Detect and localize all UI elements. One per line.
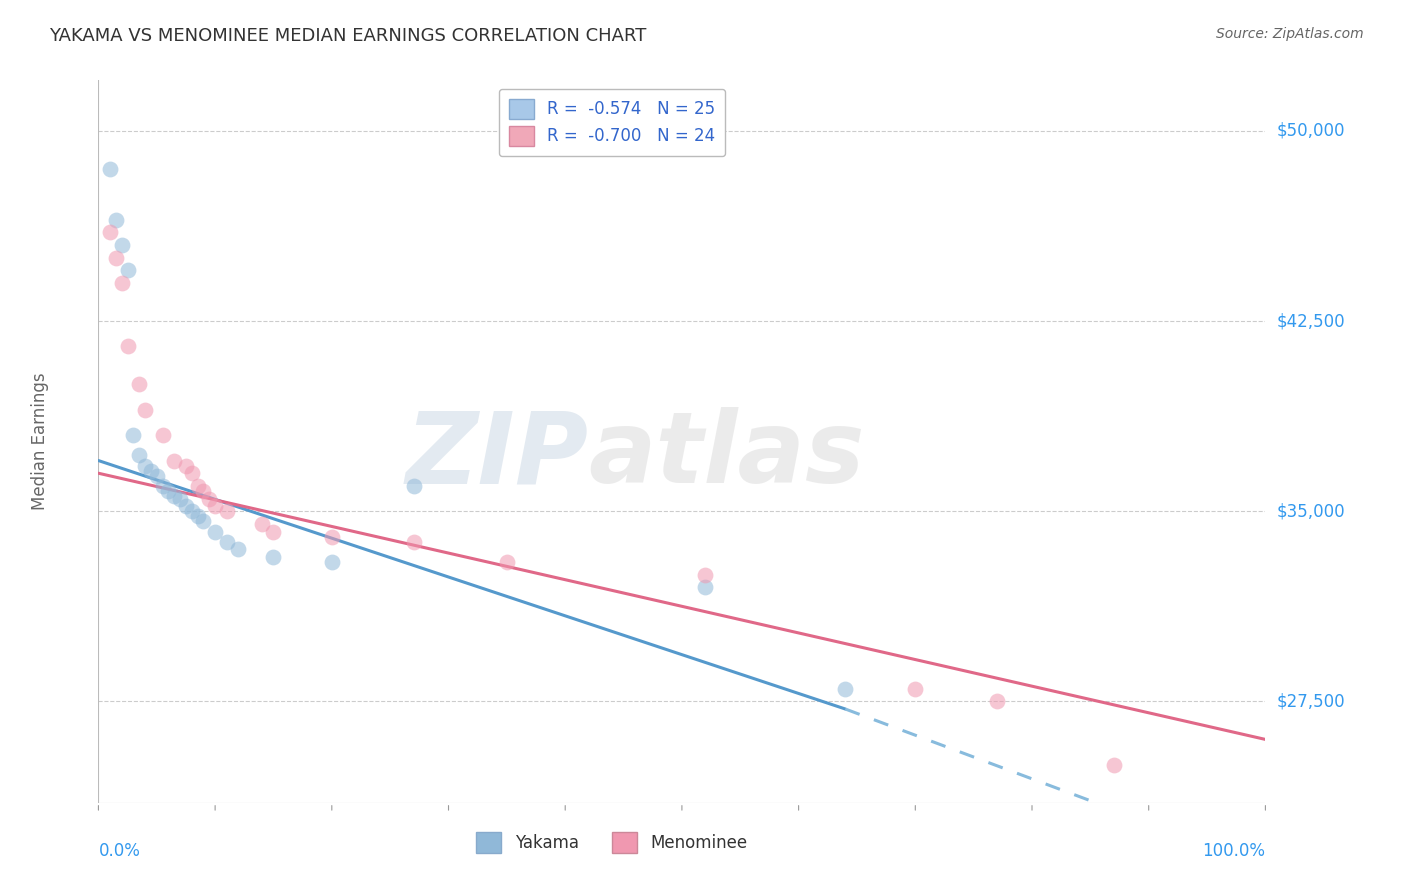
Text: 0.0%: 0.0% bbox=[98, 842, 141, 860]
Point bbox=[986, 694, 1008, 708]
Point bbox=[198, 491, 221, 506]
Point bbox=[695, 580, 717, 594]
Point bbox=[187, 479, 209, 493]
Point bbox=[163, 489, 186, 503]
Point bbox=[152, 428, 174, 442]
Point bbox=[215, 534, 238, 549]
Point bbox=[134, 458, 156, 473]
Text: $27,500: $27,500 bbox=[1277, 692, 1346, 710]
Point bbox=[321, 530, 343, 544]
Text: atlas: atlas bbox=[589, 408, 865, 505]
Point bbox=[169, 491, 191, 506]
Point bbox=[834, 681, 856, 696]
Point bbox=[321, 555, 343, 569]
Point bbox=[904, 681, 927, 696]
Point bbox=[117, 339, 139, 353]
Text: $50,000: $50,000 bbox=[1277, 122, 1346, 140]
Point bbox=[174, 458, 197, 473]
Point bbox=[111, 238, 134, 252]
Point bbox=[128, 377, 150, 392]
Point bbox=[695, 567, 717, 582]
Point bbox=[228, 542, 250, 557]
Point bbox=[193, 515, 215, 529]
Point bbox=[104, 251, 127, 265]
Point bbox=[104, 212, 127, 227]
Text: ZIP: ZIP bbox=[405, 408, 589, 505]
Point bbox=[152, 479, 174, 493]
Point bbox=[98, 226, 121, 240]
Point bbox=[250, 516, 273, 531]
Point bbox=[187, 509, 209, 524]
Point bbox=[180, 467, 202, 481]
Point bbox=[204, 499, 226, 513]
Point bbox=[215, 504, 238, 518]
Point bbox=[180, 504, 202, 518]
Text: Median Earnings: Median Earnings bbox=[31, 373, 49, 510]
Text: YAKAMA VS MENOMINEE MEDIAN EARNINGS CORRELATION CHART: YAKAMA VS MENOMINEE MEDIAN EARNINGS CORR… bbox=[49, 27, 647, 45]
Point bbox=[496, 555, 519, 569]
Point bbox=[402, 479, 425, 493]
Point bbox=[193, 483, 215, 498]
Point bbox=[139, 464, 162, 478]
Point bbox=[262, 524, 284, 539]
Point bbox=[157, 483, 180, 498]
Text: Source: ZipAtlas.com: Source: ZipAtlas.com bbox=[1216, 27, 1364, 41]
Point bbox=[262, 549, 284, 564]
Point bbox=[117, 263, 139, 277]
Point bbox=[1102, 757, 1125, 772]
Point bbox=[174, 499, 197, 513]
Point bbox=[122, 428, 145, 442]
Point bbox=[128, 449, 150, 463]
Point bbox=[111, 276, 134, 290]
Point bbox=[146, 468, 169, 483]
Text: 100.0%: 100.0% bbox=[1202, 842, 1265, 860]
Point bbox=[402, 534, 425, 549]
Point bbox=[98, 161, 121, 176]
Point bbox=[163, 453, 186, 467]
Point bbox=[204, 524, 226, 539]
Text: $42,500: $42,500 bbox=[1277, 312, 1346, 330]
Point bbox=[134, 402, 156, 417]
Text: $35,000: $35,000 bbox=[1277, 502, 1346, 520]
Legend: Yakama, Menominee: Yakama, Menominee bbox=[470, 826, 754, 860]
